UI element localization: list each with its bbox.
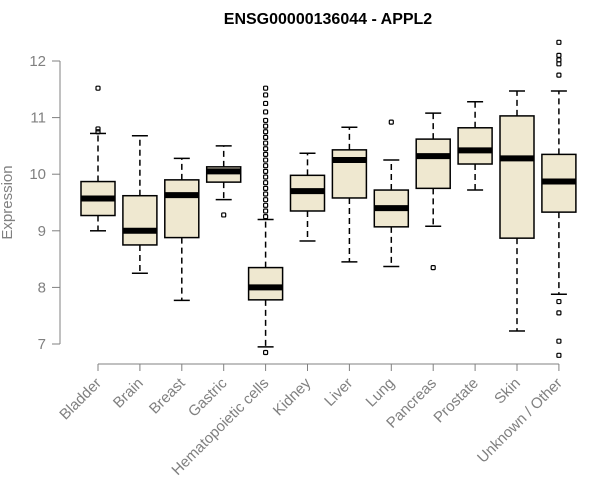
outlier-point [95, 126, 101, 132]
box-iqr [415, 138, 451, 190]
box-group [541, 39, 577, 358]
outlier-point [263, 151, 269, 157]
outlier-point [263, 134, 269, 141]
box-group [415, 112, 451, 271]
outlier-point [556, 57, 562, 63]
x-tick-label: Bladder [56, 375, 105, 424]
outlier-point [263, 168, 269, 174]
x-tick-label: Skin [491, 375, 524, 408]
outlier-point [221, 212, 227, 218]
outlier-point [263, 146, 269, 152]
outlier-point [556, 52, 562, 58]
outlier-point [556, 338, 562, 344]
outlier-point [556, 72, 562, 78]
outlier-point [95, 129, 101, 135]
outlier-point [556, 39, 562, 45]
outlier-point [263, 100, 269, 107]
box-iqr [122, 194, 158, 246]
box-group [164, 157, 200, 302]
outlier-point [556, 352, 562, 358]
box-iqr [164, 179, 200, 239]
y-tick-label: 7 [38, 336, 46, 353]
box-group [247, 85, 284, 356]
outlier-point [430, 264, 436, 271]
box-group [289, 152, 326, 242]
outlier-point [556, 298, 562, 305]
x-tick-label: Brain [110, 375, 147, 412]
outlier-point [263, 214, 269, 220]
box-group [331, 126, 368, 263]
y-tick-label: 10 [29, 166, 46, 183]
y-axis: 7 8 9 10 11 12 [29, 53, 61, 353]
outlier-point [263, 202, 269, 208]
outlier-point [263, 92, 269, 98]
box-iqr [457, 127, 493, 165]
y-tick-label: 12 [29, 53, 46, 70]
x-tick-label: Prostate [430, 375, 482, 427]
outlier-point [263, 174, 269, 180]
y-tick-label: 9 [38, 223, 46, 240]
outlier-point [556, 310, 562, 316]
box-group [122, 134, 158, 274]
box-group [205, 145, 242, 218]
outlier-point [263, 180, 269, 186]
box-iqr [247, 266, 284, 301]
box-group [457, 101, 493, 191]
y-tick-label: 8 [38, 279, 46, 296]
outlier-point [263, 123, 269, 129]
y-tick-label: 11 [30, 110, 46, 127]
x-tick-label: Breast [146, 374, 189, 417]
y-axis-label: Expression [0, 165, 16, 239]
outlier-point [263, 163, 269, 169]
outlier-point [263, 208, 269, 214]
outlier-point [263, 349, 269, 356]
chart-title: ENSG00000136044 - APPL2 [224, 11, 433, 28]
outlier-point [388, 119, 394, 125]
outlier-point [263, 129, 269, 135]
box-group [373, 119, 410, 268]
x-tick-label: Lung [363, 375, 399, 411]
outlier-point [263, 140, 269, 146]
outlier-point [263, 191, 269, 197]
outlier-point [263, 117, 269, 124]
box-group [499, 90, 535, 332]
x-tick-label: Kidney [270, 374, 315, 419]
plot-area [80, 39, 577, 358]
outlier-point [95, 85, 101, 91]
outlier-point [263, 85, 269, 91]
x-tick-label: Liver [321, 375, 356, 410]
outlier-point [263, 157, 269, 163]
outlier-point [263, 185, 269, 191]
outlier-point [263, 109, 269, 115]
box-iqr [499, 115, 535, 239]
outlier-point [263, 197, 269, 203]
box-group [80, 85, 116, 232]
